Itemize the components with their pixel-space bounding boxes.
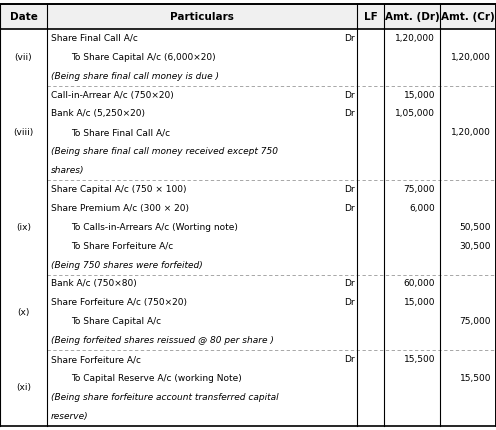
Text: 75,000: 75,000 xyxy=(459,317,491,326)
Text: Dr: Dr xyxy=(344,280,355,289)
Bar xyxy=(0,4,496,29)
Text: 15,000: 15,000 xyxy=(403,298,435,307)
Text: Bank A/c (750×80): Bank A/c (750×80) xyxy=(51,280,137,289)
Text: shares): shares) xyxy=(51,166,85,175)
Text: To Share Capital A/c: To Share Capital A/c xyxy=(71,317,161,326)
Text: Dr: Dr xyxy=(344,90,355,99)
Text: Dr: Dr xyxy=(344,204,355,213)
Text: 15,500: 15,500 xyxy=(459,374,491,383)
Text: (xi): (xi) xyxy=(16,384,31,393)
Text: (Being 750 shares were forfeited): (Being 750 shares were forfeited) xyxy=(51,261,203,270)
Text: Dr: Dr xyxy=(344,34,355,43)
Text: To Calls-in-Arrears A/c (Worting note): To Calls-in-Arrears A/c (Worting note) xyxy=(71,223,238,232)
Text: To Share Final Call A/c: To Share Final Call A/c xyxy=(71,128,170,137)
Text: (viii): (viii) xyxy=(13,128,34,137)
Text: Share Final Call A/c: Share Final Call A/c xyxy=(51,34,138,43)
Text: To Share Forfeiture A/c: To Share Forfeiture A/c xyxy=(71,242,173,251)
Text: Share Premium A/c (300 × 20): Share Premium A/c (300 × 20) xyxy=(51,204,189,213)
Text: Bank A/c (5,250×20): Bank A/c (5,250×20) xyxy=(51,109,145,118)
Text: (vii): (vii) xyxy=(15,53,32,62)
Text: (Being share final call money is due ): (Being share final call money is due ) xyxy=(51,72,219,80)
Text: LF: LF xyxy=(364,12,377,22)
Text: Dr: Dr xyxy=(344,355,355,364)
Text: 60,000: 60,000 xyxy=(403,280,435,289)
Text: Dr: Dr xyxy=(344,298,355,307)
Text: 6,000: 6,000 xyxy=(409,204,435,213)
Text: Amt. (Dr): Amt. (Dr) xyxy=(385,12,439,22)
Text: 15,000: 15,000 xyxy=(403,90,435,99)
Text: Date: Date xyxy=(9,12,38,22)
Text: 1,20,000: 1,20,000 xyxy=(395,34,435,43)
Text: reserve): reserve) xyxy=(51,412,89,421)
Text: 1,20,000: 1,20,000 xyxy=(451,128,491,137)
Text: 30,500: 30,500 xyxy=(459,242,491,251)
Text: 1,20,000: 1,20,000 xyxy=(451,53,491,62)
Text: To Capital Reserve A/c (working Note): To Capital Reserve A/c (working Note) xyxy=(71,374,242,383)
Text: Share Capital A/c (750 × 100): Share Capital A/c (750 × 100) xyxy=(51,185,186,194)
Text: To Share Capital A/c (6,000×20): To Share Capital A/c (6,000×20) xyxy=(71,53,216,62)
Text: 1,05,000: 1,05,000 xyxy=(395,109,435,118)
Text: Share Forfeiture A/c: Share Forfeiture A/c xyxy=(51,355,141,364)
Text: 15,500: 15,500 xyxy=(403,355,435,364)
Text: (Being share forfeiture account transferred capital: (Being share forfeiture account transfer… xyxy=(51,393,279,402)
Text: Amt. (Cr): Amt. (Cr) xyxy=(441,12,495,22)
Text: (x): (x) xyxy=(17,308,30,317)
Text: Call-in-Arrear A/c (750×20): Call-in-Arrear A/c (750×20) xyxy=(51,90,174,99)
Text: (Being forfeited shares reissued @ 80 per share ): (Being forfeited shares reissued @ 80 pe… xyxy=(51,336,274,345)
Text: (ix): (ix) xyxy=(16,223,31,232)
Text: 75,000: 75,000 xyxy=(403,185,435,194)
Text: Dr: Dr xyxy=(344,109,355,118)
Text: Dr: Dr xyxy=(344,185,355,194)
Text: Particulars: Particulars xyxy=(170,12,234,22)
Text: (Being share final call money received except 750: (Being share final call money received e… xyxy=(51,147,278,156)
Text: 50,500: 50,500 xyxy=(459,223,491,232)
Text: Share Forfeiture A/c (750×20): Share Forfeiture A/c (750×20) xyxy=(51,298,187,307)
